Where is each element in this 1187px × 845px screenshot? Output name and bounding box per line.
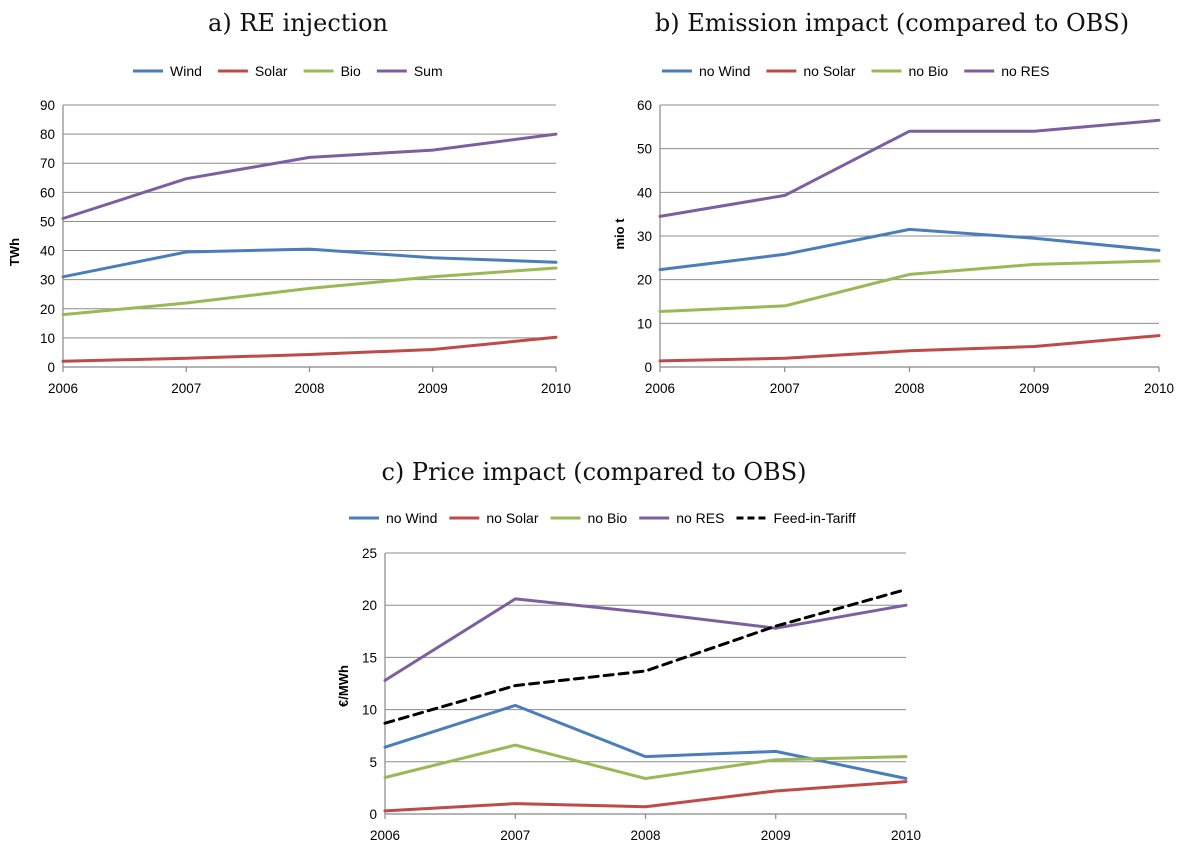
x-tick-label: 2010 — [1144, 381, 1174, 396]
y-tick-label: 90 — [40, 98, 55, 113]
x-tick-label: 2006 — [48, 381, 78, 396]
chart-emission-impact: b) Emission impact (compared to OBS) mio… — [612, 9, 1174, 396]
x-tick-label: 2010 — [891, 828, 921, 843]
chart-title: a) RE injection — [208, 9, 388, 37]
y-tick-label: 25 — [362, 546, 377, 561]
y-axis-label: €/MWh — [336, 665, 351, 707]
legend-label-no-res: no RES — [1001, 63, 1049, 79]
x-tick-label: 2007 — [171, 381, 201, 396]
x-tick-label: 2009 — [418, 381, 448, 396]
y-axis-label: mio t — [612, 218, 627, 250]
y-tick-label: 70 — [40, 156, 55, 171]
x-tick-label: 2006 — [645, 381, 675, 396]
chart-title: c) Price impact (compared to OBS) — [381, 458, 806, 486]
legend-label-no-res: no RES — [676, 510, 724, 526]
y-tick-label: 40 — [40, 244, 55, 259]
chart-re-injection: a) RE injection TWh 0 10 20 30 40 50 60 70 80 90 2… — [7, 9, 571, 396]
y-tick-label: 15 — [362, 650, 377, 665]
series-line-no-res — [383, 597, 908, 682]
series-line-no-solar — [383, 780, 908, 813]
y-tick-label: 50 — [637, 142, 652, 157]
series-line-no-bio — [658, 259, 1161, 313]
y-tick-label: 10 — [40, 331, 55, 346]
chart-price-impact: c) Price impact (compared to OBS) €/MWh … — [336, 458, 921, 843]
legend-label-bio: Bio — [341, 63, 361, 79]
x-tick-label: 2008 — [294, 381, 324, 396]
x-tick-label: 2006 — [370, 828, 400, 843]
legend-label-no-solar: no Solar — [486, 510, 538, 526]
x-tick-label: 2008 — [894, 381, 924, 396]
x-tick-label: 2007 — [770, 381, 800, 396]
legend-label-sum: Sum — [414, 63, 443, 79]
x-tick-label: 2009 — [1019, 381, 1049, 396]
x-tick-label: 2007 — [500, 828, 530, 843]
legend-label-no-wind: no Wind — [699, 63, 750, 79]
series-line-no-wind — [383, 703, 908, 780]
legend-label-no-solar: no Solar — [803, 63, 855, 79]
y-tick-label: 30 — [40, 273, 55, 288]
y-tick-label: 20 — [637, 273, 652, 288]
y-tick-label: 0 — [369, 807, 377, 822]
y-tick-label: 60 — [637, 98, 652, 113]
x-tick-label: 2008 — [630, 828, 660, 843]
legend-label-no-bio: no Bio — [909, 63, 949, 79]
y-tick-label: 20 — [362, 598, 377, 613]
y-tick-label: 20 — [40, 302, 55, 317]
y-tick-label: 10 — [637, 316, 652, 331]
y-tick-label: 30 — [637, 229, 652, 244]
chart-title: b) Emission impact (compared to OBS) — [655, 9, 1129, 37]
y-tick-label: 0 — [47, 360, 55, 375]
legend-label-no-bio: no Bio — [588, 510, 628, 526]
series-line-no-res — [658, 118, 1161, 218]
series-line-no-bio — [383, 743, 908, 780]
series-line-sum — [61, 132, 558, 220]
y-tick-label: 80 — [40, 127, 55, 142]
x-tick-label: 2009 — [761, 828, 791, 843]
x-tick-label: 2010 — [541, 381, 571, 396]
y-tick-label: 10 — [362, 703, 377, 718]
series-line-feed-in-tariff — [383, 588, 908, 725]
series-line-wind — [61, 247, 558, 279]
y-tick-label: 40 — [637, 185, 652, 200]
y-tick-label: 60 — [40, 185, 55, 200]
legend-label-wind: Wind — [170, 63, 202, 79]
y-tick-label: 5 — [369, 755, 377, 770]
series-line-no-wind — [658, 227, 1161, 272]
y-axis-label: TWh — [7, 238, 22, 266]
legend-label-solar: Solar — [255, 63, 288, 79]
legend-label-no-wind: no Wind — [386, 510, 437, 526]
y-tick-label: 0 — [644, 360, 652, 375]
series-line-no-solar — [658, 334, 1161, 363]
series-line-solar — [61, 335, 558, 363]
legend-label-feed-in-tariff: Feed-in-Tariff — [773, 510, 855, 526]
series-line-bio — [61, 266, 558, 317]
y-tick-label: 50 — [40, 214, 55, 229]
